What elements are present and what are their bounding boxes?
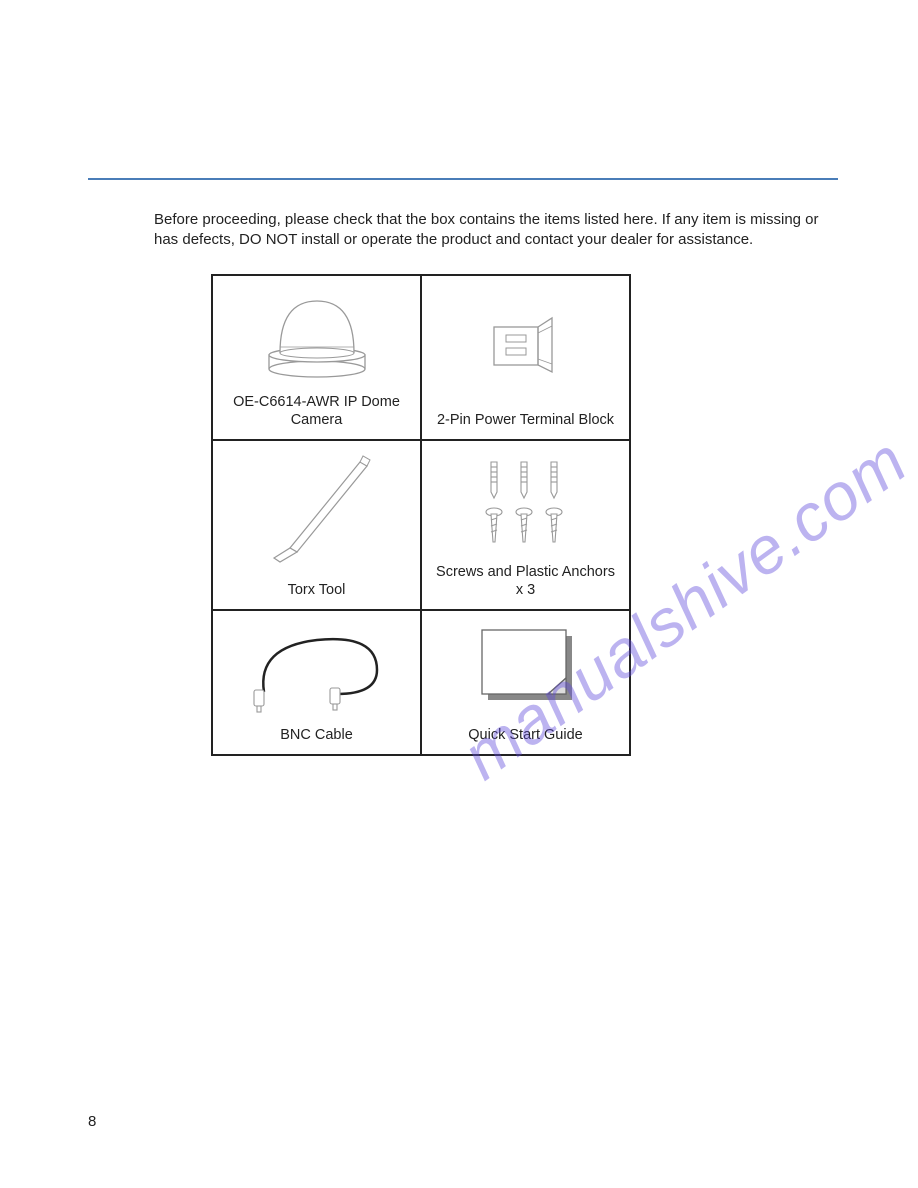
items-grid: OE-C6614-AWR IP Dome Camera 2-Pin Power …	[211, 274, 631, 756]
item-label: Screws and Plastic Anchors x 3	[432, 564, 619, 599]
item-cell: OE-C6614-AWR IP Dome Camera	[212, 275, 421, 440]
dome-camera-icon	[223, 284, 410, 388]
page-number: 8	[88, 1113, 96, 1130]
item-cell: 2-Pin Power Terminal Block	[421, 275, 630, 440]
horizontal-rule	[88, 178, 838, 180]
item-label: BNC Cable	[280, 727, 353, 744]
screws-anchors-icon	[432, 449, 619, 558]
quick-start-guide-icon	[432, 619, 619, 721]
torx-tool-icon	[223, 449, 410, 576]
item-cell: BNC Cable	[212, 610, 421, 755]
item-label: Quick Start Guide	[468, 727, 582, 744]
item-cell: Screws and Plastic Anchors x 3	[421, 440, 630, 610]
terminal-block-icon	[432, 284, 619, 406]
page: Before proceeding, please check that the…	[0, 0, 918, 1188]
bnc-cable-icon	[223, 619, 410, 721]
item-label: Torx Tool	[288, 582, 346, 599]
item-label: 2-Pin Power Terminal Block	[437, 412, 614, 429]
item-cell: Quick Start Guide	[421, 610, 630, 755]
intro-paragraph: Before proceeding, please check that the…	[154, 210, 838, 251]
item-label: OE-C6614-AWR IP Dome Camera	[223, 394, 410, 429]
item-cell: Torx Tool	[212, 440, 421, 610]
